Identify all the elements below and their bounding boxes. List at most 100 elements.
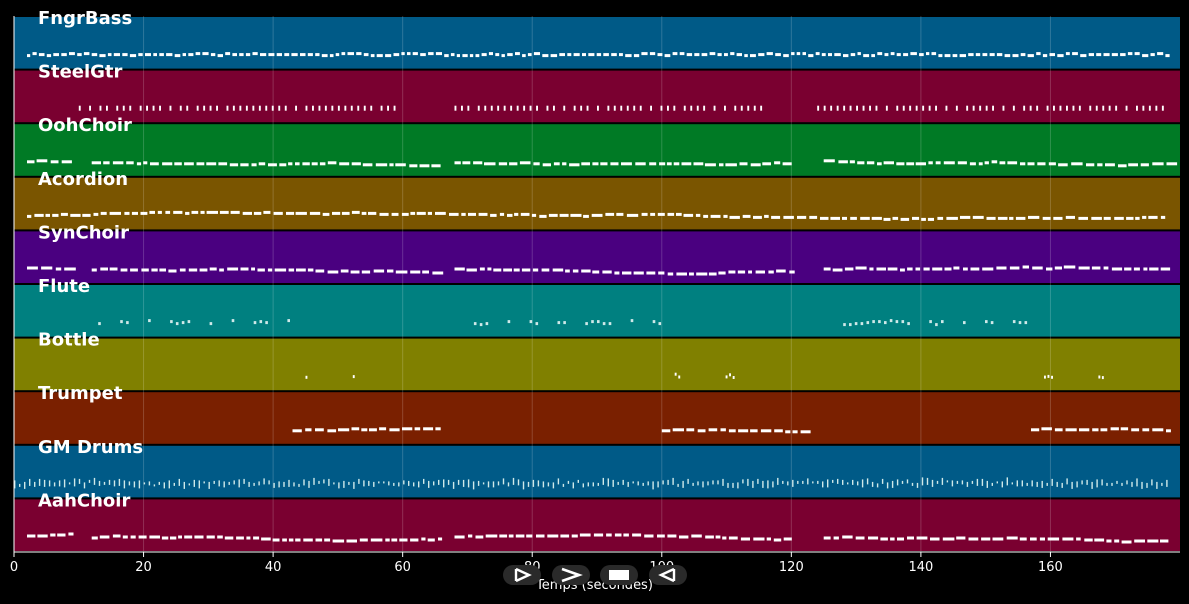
note xyxy=(188,53,194,57)
note xyxy=(427,538,435,542)
note xyxy=(122,53,128,57)
note xyxy=(837,478,839,484)
note xyxy=(37,534,48,538)
note xyxy=(581,269,591,273)
note xyxy=(1106,482,1108,486)
note xyxy=(370,105,373,111)
note xyxy=(376,54,383,58)
note xyxy=(916,482,919,488)
note xyxy=(305,428,312,432)
note xyxy=(553,105,555,111)
note xyxy=(935,161,941,165)
note xyxy=(719,163,724,167)
note xyxy=(322,212,330,216)
note xyxy=(606,533,612,537)
note xyxy=(931,479,934,487)
track-band xyxy=(14,338,1180,391)
note xyxy=(479,323,483,327)
track-label: SynChoir xyxy=(38,222,129,243)
note xyxy=(608,322,612,326)
note xyxy=(27,54,31,58)
note xyxy=(782,480,784,484)
track-label: Flute xyxy=(38,276,90,297)
note xyxy=(531,213,537,217)
note xyxy=(454,267,465,271)
note xyxy=(414,427,421,431)
note xyxy=(535,322,539,326)
note xyxy=(1097,163,1103,167)
note xyxy=(385,538,390,542)
note xyxy=(657,53,663,57)
note xyxy=(131,211,138,215)
note xyxy=(1160,215,1166,219)
note xyxy=(1024,321,1028,325)
stop-button[interactable] xyxy=(600,565,638,585)
note xyxy=(922,105,925,111)
note xyxy=(762,480,764,488)
note xyxy=(507,482,510,487)
note xyxy=(331,105,334,111)
note xyxy=(1100,428,1108,432)
note xyxy=(253,211,262,215)
note xyxy=(126,161,134,165)
note xyxy=(990,321,994,325)
note xyxy=(1146,482,1148,488)
note xyxy=(196,105,199,111)
note xyxy=(895,320,899,324)
note xyxy=(800,430,811,434)
note xyxy=(1131,481,1133,487)
note xyxy=(1039,537,1045,541)
note xyxy=(753,537,765,541)
note xyxy=(710,214,721,218)
note xyxy=(907,267,913,271)
note xyxy=(223,481,225,488)
note xyxy=(276,53,282,57)
note xyxy=(1148,105,1151,111)
note xyxy=(926,477,929,485)
note xyxy=(257,268,265,272)
note xyxy=(768,270,774,274)
note xyxy=(750,163,761,167)
note xyxy=(129,54,137,58)
note xyxy=(278,105,281,111)
note xyxy=(896,53,901,57)
note xyxy=(1022,265,1029,269)
back-button[interactable] xyxy=(649,565,687,585)
note xyxy=(408,480,410,486)
note xyxy=(569,163,580,167)
note xyxy=(219,268,224,272)
note xyxy=(843,54,849,58)
note xyxy=(170,320,173,324)
play-button[interactable] xyxy=(503,565,541,585)
note xyxy=(118,478,121,486)
note xyxy=(1120,53,1126,57)
note xyxy=(1098,375,1101,379)
note xyxy=(602,477,604,485)
note xyxy=(224,536,234,540)
note xyxy=(563,321,566,325)
note xyxy=(1030,537,1037,541)
note xyxy=(393,482,395,486)
note xyxy=(52,213,59,217)
note xyxy=(361,270,371,274)
note xyxy=(1015,216,1026,220)
note xyxy=(560,534,570,538)
note xyxy=(843,323,846,327)
note xyxy=(817,480,819,484)
note xyxy=(61,160,72,164)
note xyxy=(559,213,569,217)
note xyxy=(963,267,968,271)
note xyxy=(433,481,435,486)
note xyxy=(583,214,589,218)
note xyxy=(777,477,779,485)
note xyxy=(860,216,870,220)
note xyxy=(53,53,59,57)
note xyxy=(1046,105,1049,111)
note xyxy=(883,217,891,221)
track-band xyxy=(14,499,1180,551)
note xyxy=(681,162,692,166)
note xyxy=(148,319,151,323)
forward-button[interactable] xyxy=(552,565,590,585)
note xyxy=(968,53,974,57)
note xyxy=(295,162,300,166)
